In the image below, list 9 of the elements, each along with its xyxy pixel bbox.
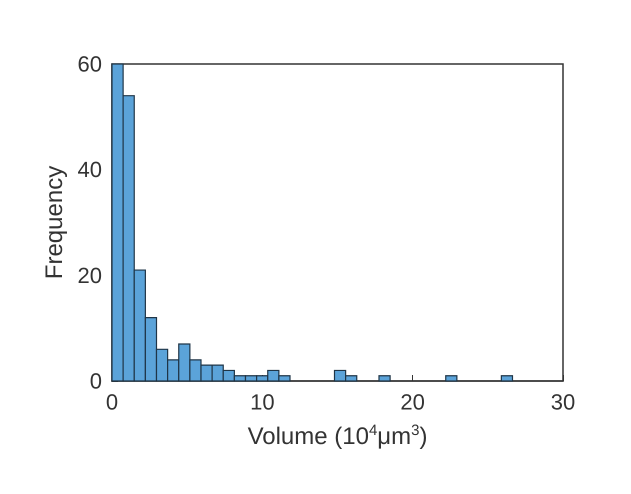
x-tick-label: 0 (106, 390, 118, 414)
y-tick-label: 60 (78, 52, 102, 76)
x-tick-label: 20 (400, 390, 425, 414)
y-axis-title: Frequency (41, 166, 68, 280)
x-tick-label: 30 (550, 390, 576, 414)
y-tick-label: 0 (90, 368, 102, 394)
x-tick-label: 10 (250, 390, 275, 414)
y-tick-label: 40 (78, 157, 102, 182)
y-tick-label: 20 (78, 262, 102, 288)
